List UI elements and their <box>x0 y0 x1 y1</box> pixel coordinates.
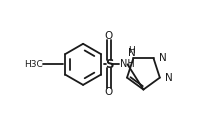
Text: N: N <box>165 73 173 83</box>
Text: O: O <box>105 87 113 97</box>
Text: S: S <box>105 58 113 71</box>
Text: H3C: H3C <box>24 60 43 69</box>
Text: N: N <box>128 48 136 58</box>
Text: N: N <box>159 53 167 63</box>
Text: H: H <box>129 46 135 55</box>
Text: NH: NH <box>120 59 134 69</box>
Text: O: O <box>105 31 113 42</box>
